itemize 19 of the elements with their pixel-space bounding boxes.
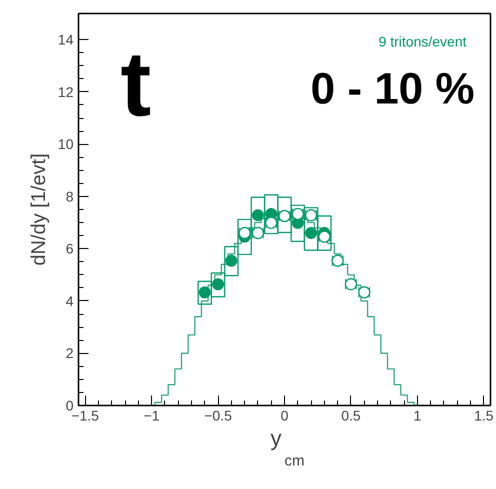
y-tick-label: 8 xyxy=(66,188,74,204)
x-tick-label: 0.5 xyxy=(341,408,361,424)
x-tick-label: −1 xyxy=(144,408,160,424)
annotation: 9 tritons/event xyxy=(378,34,467,50)
annotation: 0 - 10 % xyxy=(310,64,475,114)
y-tick-label: 2 xyxy=(66,345,74,362)
y-tick-label: 4 xyxy=(66,292,74,309)
x-tick-label: 1 xyxy=(414,408,422,424)
y-tick-label: 12 xyxy=(58,84,74,100)
y-tick-label: 0 xyxy=(66,398,74,414)
x-tick-label: 0 xyxy=(280,408,289,424)
y-tick-label: 14 xyxy=(58,32,74,48)
x-tick-label: −0.5 xyxy=(204,408,232,424)
y-tick-label: 10 xyxy=(58,136,74,152)
y-tick-label: 6 xyxy=(66,240,74,257)
x-tick-label: 1.5 xyxy=(474,408,494,424)
y-axis-title: dN/dy [1/evt] xyxy=(28,153,50,266)
annotation: t xyxy=(120,34,152,136)
x-axis-title: ycm xyxy=(270,426,304,470)
